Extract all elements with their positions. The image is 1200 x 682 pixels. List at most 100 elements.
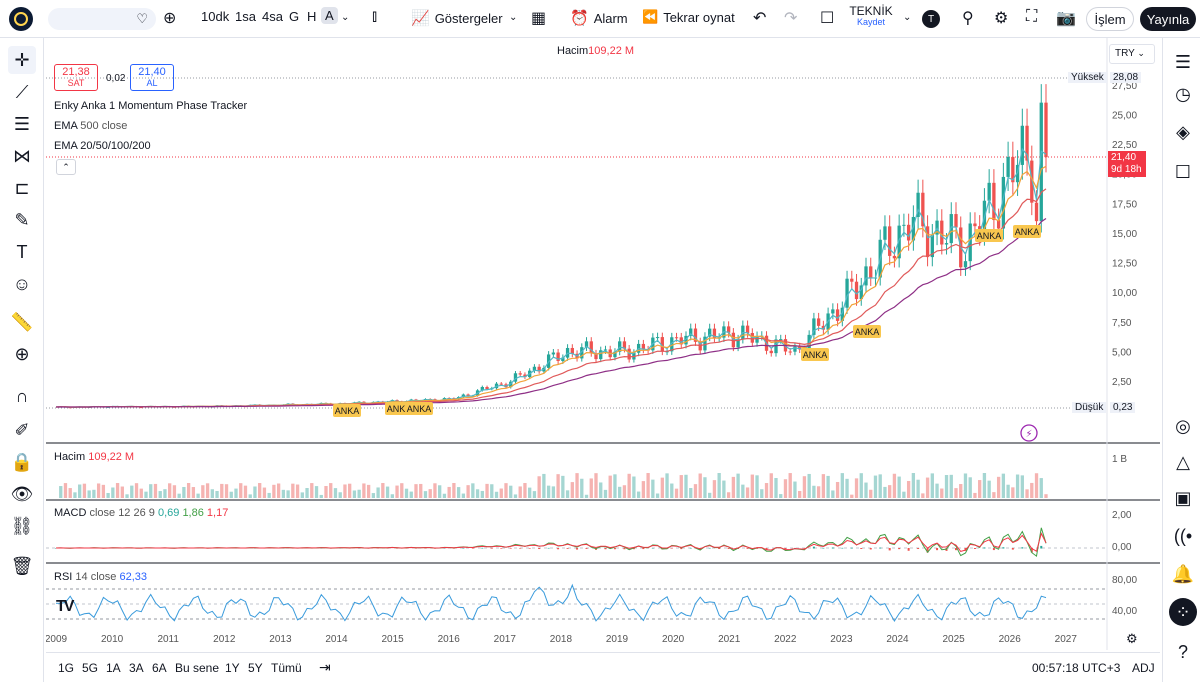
notifications-icon[interactable]: 🔔 [1171, 563, 1195, 584]
crosshair-icon[interactable]: ✛ [8, 46, 36, 74]
camera-icon[interactable]: 📷 [1056, 10, 1076, 27]
trash-icon[interactable]: 🗑 [10, 555, 34, 576]
chart-area[interactable]: 27,5025,0022,5020,0017,5015,0012,5010,00… [45, 38, 1160, 650]
eye-icon[interactable]: 👁 [10, 483, 34, 504]
lock-drawing-icon[interactable]: ✐ [14, 419, 30, 440]
target-icon[interactable]: ◎ [1175, 415, 1191, 436]
chat-icon[interactable]: ☐ [1174, 161, 1192, 182]
pattern-icon[interactable]: ⋈ [13, 145, 31, 166]
broadcast-icon[interactable]: ((• [1173, 525, 1193, 546]
favorite-icon[interactable]: ♡ [136, 11, 148, 26]
indicators-button[interactable]: 📈 Göstergeler [411, 9, 503, 27]
user-badge[interactable]: T [922, 10, 940, 28]
fullscreen-icon[interactable]: ⛶ [1026, 8, 1038, 25]
indicator-legend-3[interactable]: EMA 20/50/100/200 [54, 140, 151, 152]
range-1g[interactable]: 1G [58, 661, 75, 675]
quick-search-icon[interactable]: ⚲ [962, 10, 974, 27]
time-axis-settings-icon[interactable]: ⚙ [1126, 631, 1138, 646]
indicators-dropdown-icon[interactable]: ⌄ [509, 12, 518, 23]
add-symbol-icon[interactable]: ⊕ [163, 10, 177, 27]
volume-bar [996, 476, 1001, 498]
trade-button[interactable]: İşlem [1086, 7, 1134, 31]
volume-bar [930, 473, 934, 498]
lock-icon[interactable]: 🔒 [10, 451, 34, 472]
buy-button[interactable]: 21,40 AL [130, 64, 174, 91]
interval-10dk[interactable]: 10dk [201, 9, 230, 24]
indicator-legend-2[interactable]: EMA 500 close [54, 120, 127, 132]
interval-g[interactable]: G [289, 9, 300, 24]
alerts-clock-icon[interactable]: ◷ [1175, 83, 1191, 104]
undo-icon[interactable]: ↶ [753, 10, 767, 27]
macd-pane-legend[interactable]: MACD close 12 26 9 0,69 1,86 1,17 [54, 507, 228, 519]
collapse-legend-icon[interactable]: ⌃ [56, 159, 76, 175]
layout-name-button[interactable]: TEKNİK Kaydet [848, 5, 894, 28]
tradingview-logo-icon[interactable]: TV [56, 598, 75, 615]
range-1a[interactable]: 1A [106, 661, 121, 675]
settings-gear-icon[interactable]: ⚙ [994, 10, 1009, 27]
macd-histogram-bar [708, 547, 711, 549]
spread-value: 0,02 [106, 73, 126, 84]
trend-line-icon[interactable]: ⟋ [15, 81, 29, 102]
interval-h[interactable]: H [307, 9, 317, 24]
publish-button[interactable]: Yayınla [1140, 7, 1196, 31]
candle-body [835, 309, 840, 321]
macd-histogram-bar [869, 548, 872, 550]
volume-pane-legend[interactable]: Hacim 109,22 M [54, 451, 134, 463]
replay-button[interactable]: ⏪ Tekrar oynat [642, 9, 735, 25]
layout-dropdown-icon[interactable]: ⌄ [903, 12, 912, 23]
redo-icon[interactable]: ↷ [784, 10, 798, 27]
fib-lines-icon[interactable]: ☰ [13, 113, 31, 134]
zoom-in-icon[interactable]: ⊕ [14, 343, 30, 364]
interval-4sa[interactable]: 4sa [262, 9, 283, 24]
forecast-icon[interactable]: ⊏ [14, 177, 30, 198]
price-chart[interactable]: 27,5025,0022,5020,0017,5015,0012,5010,00… [45, 38, 1160, 650]
macd-histogram-bar [831, 547, 834, 549]
volume-bar [774, 477, 778, 498]
layout-grid-icon[interactable]: ▦ [531, 10, 547, 27]
rsi-pane-legend[interactable]: RSI 14 close 62,33 [54, 571, 147, 583]
range-bu-sene[interactable]: Bu sene [175, 661, 220, 675]
user-logo-icon[interactable] [9, 7, 33, 31]
interval-dropdown-icon[interactable]: ⌄ [341, 12, 350, 23]
adj-toggle[interactable]: ADJ [1132, 661, 1155, 675]
volume-bar [494, 491, 499, 498]
candle-body [570, 347, 574, 354]
volume-bar [120, 486, 124, 498]
ideas-icon[interactable]: △ [1176, 451, 1190, 472]
candle-body [892, 255, 897, 259]
range-5g[interactable]: 5G [82, 661, 99, 675]
ruler-icon[interactable]: 📏 [10, 311, 34, 332]
fullscreen-box-icon[interactable]: ☐ [820, 10, 835, 27]
sell-label: SAT [67, 78, 85, 88]
range-tumu[interactable]: Tümü [271, 661, 302, 675]
range-5y[interactable]: 5Y [248, 661, 263, 675]
indicator-legend-1[interactable]: Enky Anka 1 Momentum Phase Tracker [54, 100, 248, 112]
candle-type-icon[interactable]: ⫾ [372, 8, 378, 25]
alarm-button[interactable]: ⏰ Alarm [570, 9, 628, 27]
currency-select[interactable]: TRY ⌄ [1109, 44, 1155, 64]
interval-a[interactable]: A [321, 7, 338, 24]
range-3a[interactable]: 3A [129, 661, 144, 675]
watchlist-icon[interactable]: ☰ [1174, 51, 1192, 72]
brush-icon[interactable]: ✎ [14, 209, 30, 230]
volume-bar [504, 483, 508, 498]
range-6a[interactable]: 6A [152, 661, 167, 675]
apps-grid-icon[interactable]: ⁘ [1169, 598, 1197, 626]
clock-timezone[interactable]: 00:57:18 UTC+3 [1032, 661, 1121, 675]
range-1y[interactable]: 1Y [225, 661, 240, 675]
text-icon[interactable]: T [16, 241, 28, 262]
emoji-icon[interactable]: ☺ [12, 273, 32, 294]
volume-bar [646, 473, 650, 498]
date-range-icon[interactable]: ⇥ [319, 659, 331, 675]
volume-bar [144, 491, 148, 498]
link-icon[interactable]: ⛓ [10, 515, 34, 536]
help-icon[interactable]: ? [1177, 641, 1188, 662]
rsi-axis-40: 40,00 [1112, 606, 1138, 617]
interval-1sa[interactable]: 1sa [235, 9, 256, 24]
sell-button[interactable]: 21,38 SAT [54, 64, 98, 91]
symbol-search-input[interactable]: ♡ [48, 8, 156, 30]
calendar-icon[interactable]: ▣ [1174, 487, 1192, 508]
layers-icon[interactable]: ◈ [1176, 121, 1190, 142]
volume-bar [641, 481, 646, 498]
magnet-icon[interactable]: ∩ [15, 385, 29, 406]
